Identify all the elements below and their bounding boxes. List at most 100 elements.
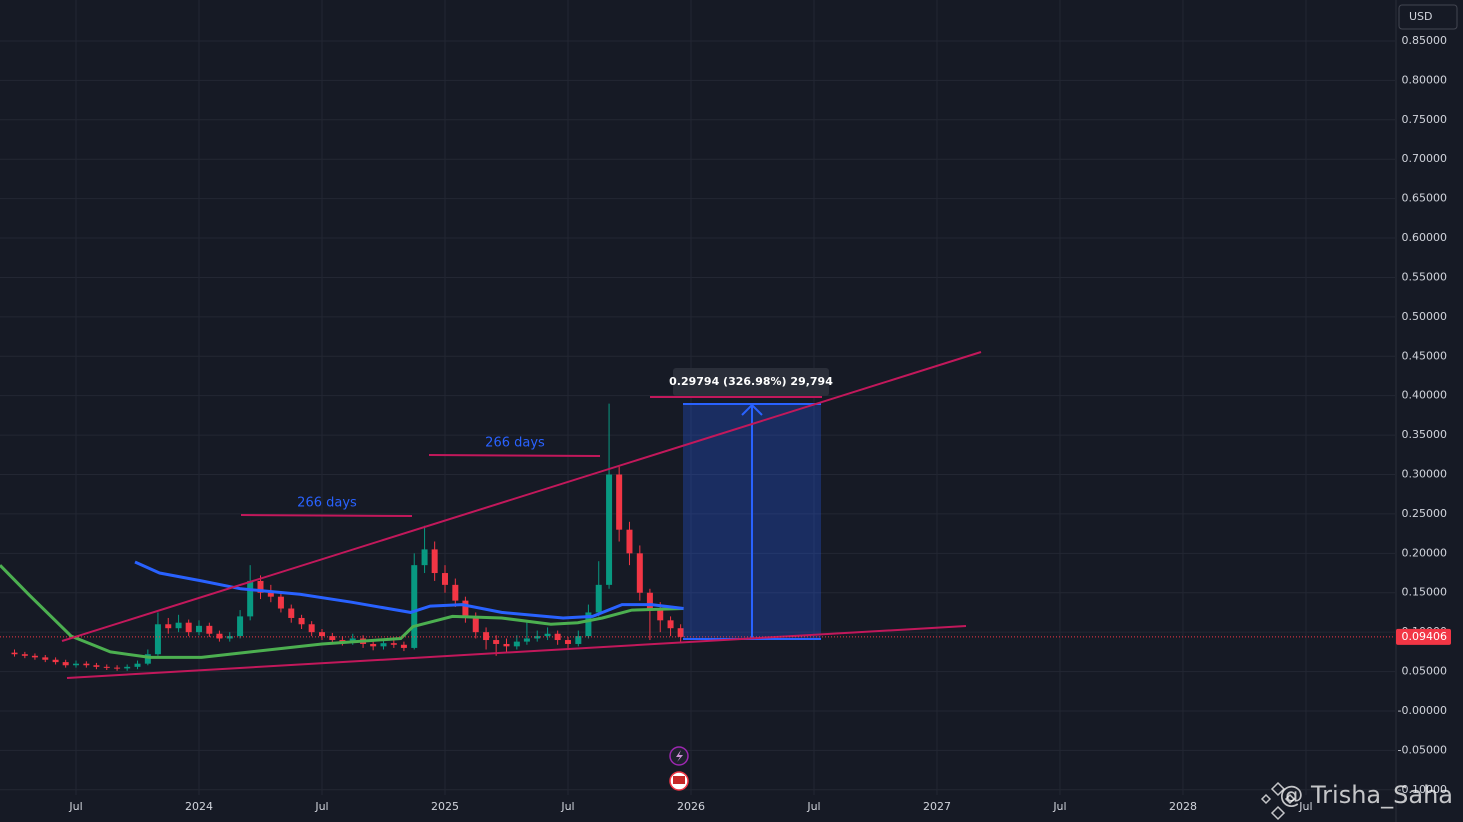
y-tick-label: 0.80000 xyxy=(1402,73,1448,86)
candle-body xyxy=(237,616,244,637)
candle-body xyxy=(493,640,500,644)
candle-body xyxy=(554,633,561,641)
y-tick-label: 0.40000 xyxy=(1402,389,1448,402)
x-axis: Jul 2024 Jul 2025 Jul 2026 Jul 2027 Jul 2028 Jul xyxy=(68,800,1312,813)
candle-body xyxy=(380,643,387,647)
candle-body xyxy=(657,608,664,621)
currency-button[interactable] xyxy=(1398,4,1458,30)
candle-body xyxy=(247,580,254,617)
candle-body xyxy=(318,632,325,637)
currency-label: USD xyxy=(1409,10,1433,23)
trend-line-upper xyxy=(61,351,982,642)
x-tick-label: Jul xyxy=(68,800,82,813)
candle-body xyxy=(544,633,551,637)
candle-body xyxy=(349,638,356,642)
candle-body xyxy=(616,474,623,530)
y-tick-label: -0.10000 xyxy=(1398,783,1447,796)
candle-body xyxy=(42,657,49,660)
candle-body xyxy=(472,616,479,633)
candle-body xyxy=(288,608,295,618)
candle-body xyxy=(73,663,80,666)
x-tick-label: Jul xyxy=(806,800,820,813)
candle-body xyxy=(462,600,469,617)
y-tick-label: 0.45000 xyxy=(1402,349,1448,362)
price-axis xyxy=(1396,0,1463,822)
y-tick-label: 0.35000 xyxy=(1402,428,1448,441)
y-tick-label: 0.15000 xyxy=(1402,586,1448,599)
candle-body xyxy=(595,584,602,613)
moving-average xyxy=(134,560,684,620)
arrow-head xyxy=(741,403,763,416)
y-tick-label: 0.55000 xyxy=(1402,270,1448,283)
candle-body xyxy=(52,659,59,663)
candle-body xyxy=(62,662,69,666)
candle-body xyxy=(370,643,377,647)
candle-body xyxy=(298,617,305,625)
y-tick-label: -0.00000 xyxy=(1398,704,1447,717)
candle-body xyxy=(124,666,131,669)
candle-body xyxy=(308,624,315,633)
annotation: 266 days xyxy=(297,496,357,511)
candle-body xyxy=(513,641,520,647)
x-tick-label: 2025 xyxy=(431,800,459,813)
candle-body xyxy=(257,580,264,593)
y-axis: 0.85000 0.80000 0.75000 0.70000 0.65000 0.600… xyxy=(1398,34,1447,796)
candle-body xyxy=(646,592,653,609)
candle-body xyxy=(185,622,192,633)
x-tick-label: 2027 xyxy=(923,800,951,813)
candle-body xyxy=(267,592,274,597)
x-tick-label: Jul xyxy=(314,800,328,813)
candle-body xyxy=(165,624,172,629)
candle-body xyxy=(154,624,161,655)
days-line xyxy=(240,514,413,517)
measure-label-box xyxy=(673,368,829,396)
candle-body xyxy=(421,549,428,566)
candle-body xyxy=(175,622,182,629)
x-tick-label: 2028 xyxy=(1169,800,1197,813)
trend-line-lower xyxy=(66,625,967,679)
candle-body xyxy=(83,663,90,666)
candle-body xyxy=(441,573,448,585)
candle-body xyxy=(585,612,592,637)
candle-body xyxy=(503,643,510,647)
event-icon-glyph xyxy=(676,750,683,762)
candle-body xyxy=(483,632,490,641)
candle-body xyxy=(31,655,38,658)
candle-body xyxy=(636,553,643,593)
y-tick-label: -0.05000 xyxy=(1398,743,1447,756)
candle-body xyxy=(103,666,110,668)
candle-body xyxy=(390,643,397,645)
candle-body xyxy=(411,565,418,648)
candle-body xyxy=(667,620,674,629)
candle-body xyxy=(564,640,571,644)
candle-body xyxy=(277,596,284,609)
x-tick-label: 2024 xyxy=(185,800,213,813)
y-tick-label: 0.65000 xyxy=(1402,192,1448,205)
measure-label: 0.29794 (326.98%) 29,794 xyxy=(669,375,833,388)
candle-body xyxy=(144,654,151,664)
candle-body xyxy=(400,644,407,648)
y-tick-label: 0.70000 xyxy=(1402,152,1448,165)
candle-body xyxy=(114,667,121,669)
y-tick-label: 0.85000 xyxy=(1402,34,1448,47)
candle-body xyxy=(452,584,459,601)
candle-body xyxy=(626,529,633,554)
candle-body xyxy=(226,636,233,639)
candle-body xyxy=(216,633,223,639)
x-tick-label: Jul xyxy=(1298,800,1312,813)
candle-body xyxy=(134,663,141,667)
candle-body xyxy=(339,640,346,642)
y-tick-label: 0.50000 xyxy=(1402,310,1448,323)
x-tick-label: Jul xyxy=(560,800,574,813)
candle-body xyxy=(677,628,684,637)
y-tick-label: 0.20000 xyxy=(1402,546,1448,559)
candle-body xyxy=(329,636,336,641)
last-price-label: 0.09406 xyxy=(1402,630,1448,643)
x-tick-label: Jul xyxy=(1052,800,1066,813)
candle-body xyxy=(21,654,28,656)
candle-body xyxy=(196,625,203,633)
last-price-box xyxy=(1396,628,1451,645)
candle-body xyxy=(523,638,530,642)
